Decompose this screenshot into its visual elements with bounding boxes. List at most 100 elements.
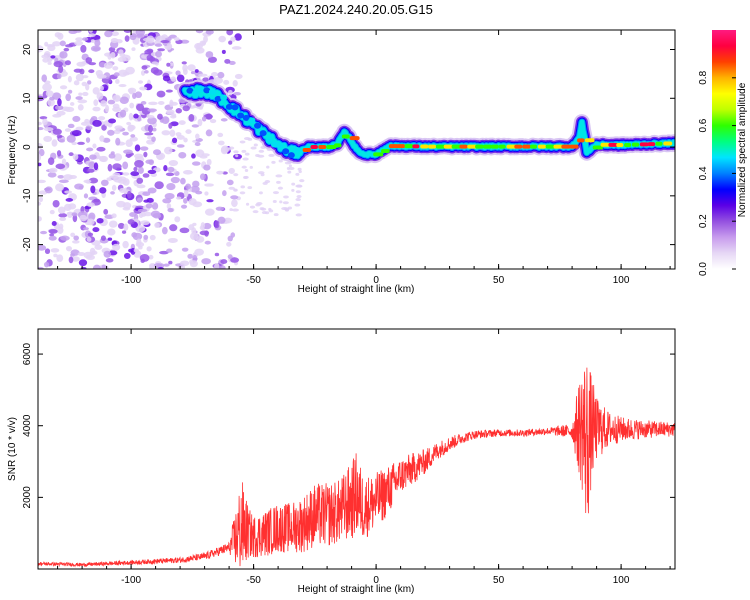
signal-hot-segment — [592, 145, 604, 150]
noise-blob — [88, 161, 96, 168]
noise-blob — [194, 69, 199, 73]
noise-blob — [189, 260, 198, 268]
noise-blob — [168, 159, 179, 167]
snr-y-tick-label: 2000 — [22, 486, 33, 509]
signal-blob — [270, 141, 278, 148]
noise-blob — [191, 124, 200, 128]
noise-blob — [262, 181, 268, 185]
noise-blob — [136, 103, 145, 112]
noise-blob — [88, 30, 93, 33]
signal-blob — [220, 94, 228, 101]
noise-blob — [103, 208, 109, 215]
noise-blob — [72, 115, 81, 122]
noise-blob — [43, 135, 53, 142]
noise-blob — [59, 217, 67, 222]
signal-blob — [259, 130, 267, 137]
noise-blob — [107, 53, 112, 60]
spectrogram-frame — [37, 29, 676, 270]
noise-blob — [167, 166, 175, 173]
noise-blob — [38, 127, 44, 131]
spectrogram-y-tick-label: -10 — [22, 188, 33, 203]
noise-blob — [173, 37, 180, 41]
noise-blob — [68, 30, 78, 35]
noise-blob — [220, 118, 228, 122]
noise-blob — [151, 202, 159, 210]
noise-blob — [235, 154, 239, 158]
signal-hot-segment — [639, 142, 649, 147]
snr-x-tick-label: 0 — [373, 575, 379, 586]
noise-blob — [228, 167, 235, 175]
noise-blob — [123, 252, 131, 260]
noise-blob — [249, 165, 253, 169]
noise-blob — [58, 65, 64, 74]
noise-blob — [233, 92, 241, 96]
noise-blob — [295, 213, 302, 217]
noise-blob — [147, 169, 157, 174]
noise-blob — [272, 199, 277, 203]
noise-blob — [38, 148, 45, 157]
noise-blob — [43, 127, 54, 132]
spectrogram-y-tick-label: 0 — [22, 144, 33, 150]
signal-hot-segment — [475, 144, 484, 149]
signal-hot-segment — [584, 138, 595, 143]
noise-blob — [203, 35, 208, 43]
noise-blob — [86, 236, 92, 242]
noise-blob — [64, 60, 71, 66]
signal-hot-segment — [647, 142, 656, 147]
noise-blob — [204, 240, 211, 245]
noise-blob — [118, 83, 127, 88]
noise-blob — [222, 190, 227, 197]
snr-plot-area — [38, 329, 675, 569]
noise-blob — [130, 134, 136, 138]
noise-blob — [71, 212, 78, 217]
signal-blob — [203, 87, 211, 94]
noise-blob — [123, 223, 129, 231]
noise-blob — [41, 54, 48, 59]
noise-blob — [107, 129, 115, 136]
noise-blob — [86, 218, 95, 226]
noise-blob — [146, 246, 152, 252]
noise-blob — [188, 113, 195, 122]
noise-blob — [187, 64, 196, 72]
noise-blob — [134, 91, 143, 99]
spectrogram-y-axis-label: Frequency (Hz) — [7, 116, 18, 185]
noise-blob — [157, 101, 165, 105]
noise-blob — [110, 191, 115, 195]
noise-blob — [203, 222, 212, 230]
noise-blob — [176, 196, 182, 200]
noise-blob — [83, 193, 89, 199]
noise-blob — [140, 211, 147, 217]
noise-blob — [66, 134, 76, 143]
noise-blob — [119, 53, 126, 58]
signal-hot-segment — [490, 144, 499, 149]
noise-blob — [58, 213, 68, 218]
noise-blob — [216, 170, 224, 175]
noise-blob — [140, 101, 147, 105]
noise-blob — [51, 139, 58, 147]
noise-blob — [112, 103, 120, 109]
noise-blob — [42, 57, 50, 63]
noise-blob — [108, 118, 117, 124]
noise-blob — [146, 35, 155, 44]
noise-blob — [83, 251, 93, 259]
noise-blob — [234, 33, 242, 41]
noise-blob — [112, 243, 121, 251]
noise-blob — [136, 184, 146, 189]
noise-blob — [206, 158, 212, 166]
noise-blob — [42, 83, 52, 92]
noise-blob — [68, 152, 74, 157]
signal-blob — [231, 104, 239, 111]
noise-blob — [198, 73, 208, 77]
spectrogram-x-tick-label: -100 — [121, 275, 141, 286]
noise-blob — [38, 162, 42, 167]
signal-hot-segment — [341, 134, 350, 139]
noise-blob — [53, 253, 58, 258]
snr-x-tick-label: -100 — [121, 575, 141, 586]
noise-blob — [127, 219, 135, 225]
noise-blob — [123, 30, 132, 33]
signal-blob — [248, 117, 256, 124]
snr-y-tick-label: 6000 — [22, 343, 33, 366]
signal-hot-segment — [373, 152, 384, 157]
noise-blob — [169, 224, 178, 232]
noise-blob — [107, 228, 116, 236]
